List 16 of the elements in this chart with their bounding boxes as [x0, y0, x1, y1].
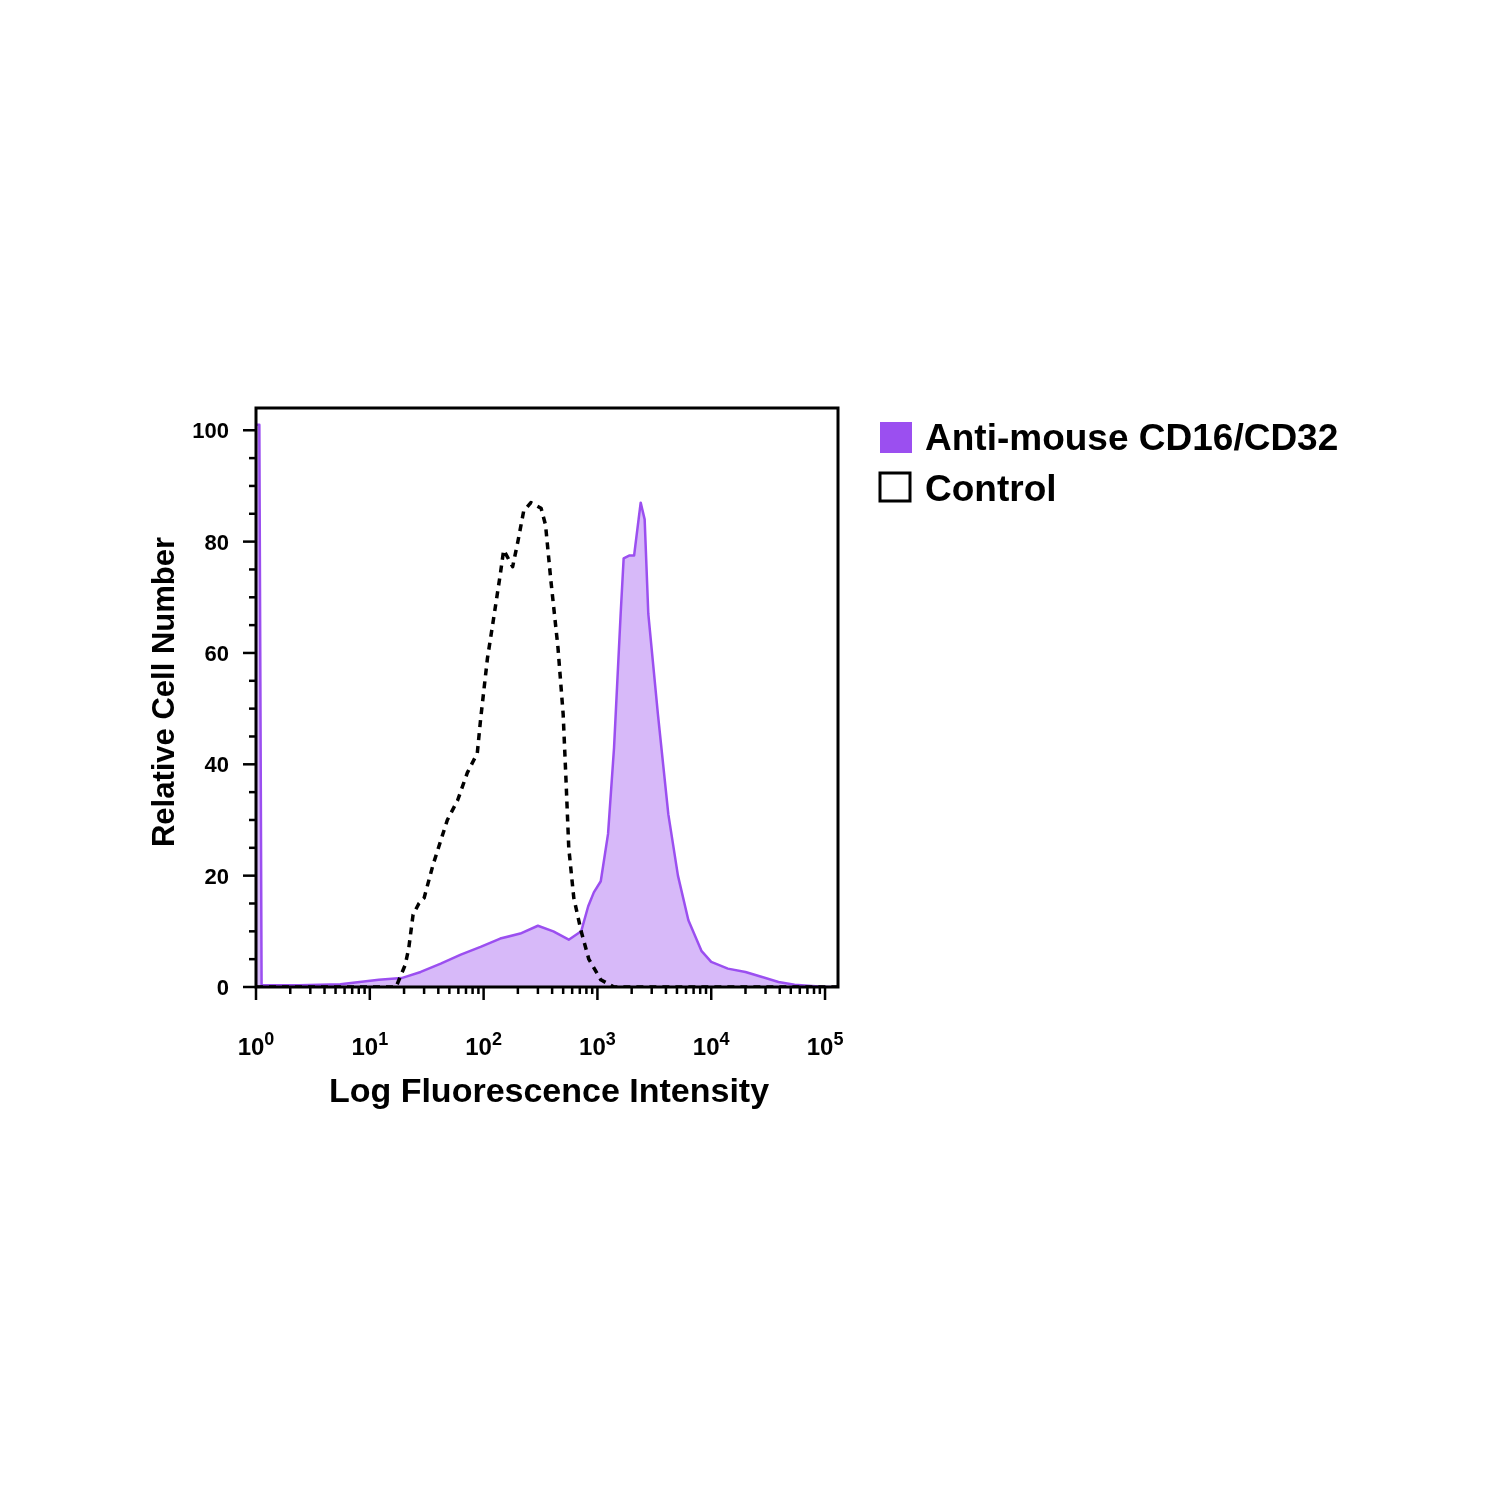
y-tick-label: 40: [204, 751, 229, 777]
y-tick-label: 80: [204, 529, 229, 555]
y-tick-label: 60: [204, 640, 229, 666]
x-tick-label: 10$^{4}$: [692, 1029, 730, 1060]
y-axis-title: Relative Cell Number: [146, 536, 181, 848]
x-tick-label: 10$^{0}$: [237, 1029, 275, 1060]
legend-label: Control: [925, 467, 1057, 509]
x-tick-label: 10$^{1}$: [351, 1029, 389, 1060]
x-tick-label: 10$^{5}$: [806, 1029, 844, 1060]
y-tick-label: 0: [216, 974, 229, 1000]
legend-label: Anti-mouse CD16/CD32: [925, 416, 1339, 458]
x-tick-label: 10$^{3}$: [579, 1029, 616, 1060]
x-tick-label: 10$^{2}$: [465, 1029, 502, 1060]
x-axis-title: Log Fluorescence Intensity: [328, 1071, 770, 1109]
y-tick-label: 20: [204, 863, 229, 889]
y-tick-label: 100: [192, 417, 229, 443]
